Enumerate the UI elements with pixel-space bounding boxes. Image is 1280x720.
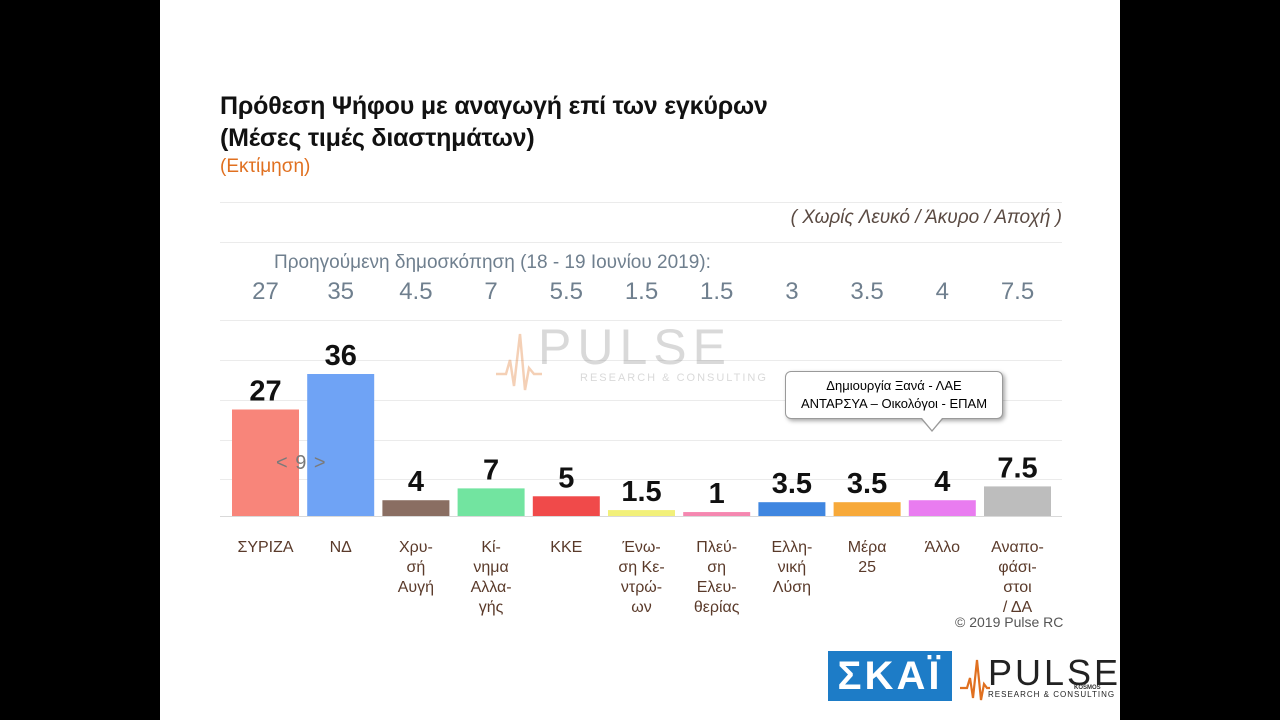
bar-chart: 27 36 4 7 5 1.5 1 3.5 3.5 4 7.5 xyxy=(220,340,1062,517)
bar-9 xyxy=(833,502,901,516)
chart-title-line2: (Μέσες τιμές διαστημάτων) xyxy=(220,124,535,152)
bar-6 xyxy=(608,510,675,516)
callout-line2: ΑΝΤΑΡΣΥΑ – Οικολόγοι - ΕΠΑΜ xyxy=(800,396,988,411)
gridline xyxy=(220,202,1062,203)
gridline xyxy=(220,320,1062,321)
previous-poll-label: Προηγούμενη δημοσκόπηση (18 - 19 Ιουνίου… xyxy=(274,252,711,273)
bar-value-label: 7 xyxy=(483,454,499,486)
bar-value-label: 5 xyxy=(558,462,574,494)
category-label: Άλλο xyxy=(924,539,960,556)
bar-value-label: 27 xyxy=(249,376,281,408)
category-label: Χρυ- σή Αυγή xyxy=(397,539,435,596)
copyright: © 2019 Pulse RC xyxy=(955,614,1064,630)
previous-value: 35 xyxy=(327,278,355,305)
watermark-subtext: RESEARCH & CONSULTING xyxy=(580,372,768,384)
bar-5 xyxy=(532,496,600,516)
callout-pointer xyxy=(922,418,942,430)
bar-value-label: 4 xyxy=(934,466,950,498)
bar-value-label: 1 xyxy=(709,478,725,510)
previous-value: 3.5 xyxy=(850,278,884,305)
previous-value: 7.5 xyxy=(1000,278,1035,305)
watermark-text: PULSE xyxy=(538,319,732,375)
category-label: Ένω- ση Κε- ντρώ- ων xyxy=(618,539,665,616)
category-label: Αναπο- φάσι- στοι / ΔΑ xyxy=(991,539,1044,616)
category-label: ΣΥΡΙΖΑ xyxy=(237,539,294,556)
bar-11 xyxy=(984,486,1051,516)
previous-value: 1.5 xyxy=(700,278,734,305)
gap-label: < 9 > xyxy=(276,452,327,474)
category-label: ΚΚΕ xyxy=(550,539,583,556)
callout-line1: Δημιουργία Ξανά - ΛΑΕ xyxy=(826,378,962,393)
bar-value-label: 4 xyxy=(408,466,424,498)
category-label: Πλεύ- ση Ελευ- θερίας xyxy=(693,539,740,616)
previous-value: 7 xyxy=(484,278,498,305)
bar-3 xyxy=(382,500,450,516)
bar-value-label: 36 xyxy=(325,340,357,372)
bar-1 xyxy=(232,409,299,516)
gridline xyxy=(220,400,1062,401)
bar-value-label: 7.5 xyxy=(997,452,1037,484)
category-label: Κί- νημα Αλλα- γής xyxy=(470,539,512,616)
pulse-logo-wave-icon xyxy=(960,659,990,701)
skai-logo: ΣΚΑΪ xyxy=(828,651,952,701)
gridline xyxy=(220,242,1062,243)
bar-8 xyxy=(758,502,826,516)
pulse-logo-subtext: RESEARCH & CONSULTING xyxy=(988,690,1116,699)
previous-value: 5.5 xyxy=(549,278,583,305)
previous-value: 1.5 xyxy=(624,278,659,305)
other-parties-callout: Δημιουργία Ξανά - ΛΑΕ ΑΝΤΑΡΣΥΑ – Οικολόγ… xyxy=(785,371,1003,432)
previous-value: 4.5 xyxy=(399,278,433,305)
bar-4 xyxy=(457,488,525,516)
chart-title: Πρόθεση Ψήφου με αναγωγή επί των εγκύρων… xyxy=(220,90,768,154)
category-label: ΝΔ xyxy=(329,539,352,556)
gridline xyxy=(220,479,1062,480)
previous-value: 4 xyxy=(935,278,949,305)
bar-7 xyxy=(683,512,751,516)
chart-subtitle: (Εκτίμηση) xyxy=(220,156,311,177)
slide: Πρόθεση Ψήφου με αναγωγή επί των εγκύρων… xyxy=(160,0,1120,720)
pulse-logo: PULSE KOSMOS RESEARCH & CONSULTING xyxy=(960,652,1118,704)
pulse-watermark: PULSE RESEARCH & CONSULTING xyxy=(496,318,768,391)
pulse-wave-icon xyxy=(496,333,542,391)
previous-value: 27 xyxy=(252,278,279,305)
pulse-logo-text: PULSE xyxy=(988,652,1120,693)
gridline xyxy=(220,360,1062,361)
bar-value-label: 3.5 xyxy=(847,468,887,500)
exclusion-note: ( Χωρίς Λευκό / Άκυρο / Αποχή ) xyxy=(790,207,1062,228)
bar-value-label: 1.5 xyxy=(621,476,661,508)
chart-title-line1: Πρόθεση Ψήφου με αναγωγή επί των εγκύρων xyxy=(220,92,768,120)
bar-value-label: 3.5 xyxy=(772,468,812,500)
previous-value: 3 xyxy=(785,278,799,305)
bar-10 xyxy=(908,500,976,516)
bar-2 xyxy=(307,374,375,516)
category-label: Μέρα 25 xyxy=(847,539,887,576)
gridline xyxy=(220,440,1062,441)
pulse-logo-kosmos: KOSMOS xyxy=(1074,685,1101,691)
category-label: Ελλη- νική Λύση xyxy=(771,539,813,596)
